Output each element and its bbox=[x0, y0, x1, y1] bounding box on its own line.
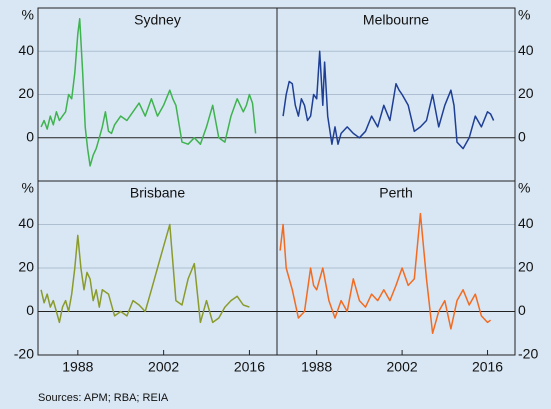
data-line bbox=[40, 223, 250, 324]
source: Sources: APM; RBA; REIA bbox=[38, 392, 169, 404]
x-tick-label: 2016 bbox=[472, 359, 503, 375]
y-unit: % bbox=[22, 7, 34, 23]
panel-title: Perth bbox=[379, 185, 412, 201]
data-line bbox=[282, 50, 495, 150]
y-tick-label: -20 bbox=[14, 346, 34, 362]
panel-title: Brisbane bbox=[130, 185, 185, 201]
y-tick-label: 20 bbox=[518, 259, 534, 275]
panel-frame bbox=[276, 180, 516, 356]
panel-title: Melbourne bbox=[363, 12, 429, 28]
y-unit: % bbox=[22, 180, 34, 196]
x-tick-label: 1988 bbox=[301, 359, 332, 375]
data-line bbox=[279, 212, 492, 335]
y-tick-label: -20 bbox=[518, 346, 538, 362]
x-tick-label: 1988 bbox=[62, 359, 93, 375]
x-tick-label: 2002 bbox=[148, 359, 179, 375]
x-tick-label: 2016 bbox=[234, 359, 265, 375]
y-tick-label: 20 bbox=[518, 85, 534, 101]
y-tick-label: 20 bbox=[18, 85, 34, 101]
y-tick-label: 20 bbox=[18, 259, 34, 275]
y-tick-label: 40 bbox=[18, 42, 34, 58]
panel-title: Sydney bbox=[134, 12, 181, 28]
x-tick-label: 2002 bbox=[387, 359, 418, 375]
y-tick-label: 0 bbox=[26, 302, 34, 318]
y-unit: % bbox=[518, 7, 530, 23]
y-tick-label: 0 bbox=[518, 302, 526, 318]
data-line bbox=[40, 18, 257, 167]
y-tick-label: 40 bbox=[518, 215, 534, 231]
y-tick-label: 0 bbox=[518, 128, 526, 144]
y-tick-label: 0 bbox=[26, 128, 34, 144]
y-tick-label: 40 bbox=[518, 42, 534, 58]
y-tick-label: 40 bbox=[18, 215, 34, 231]
y-unit: % bbox=[518, 180, 530, 196]
